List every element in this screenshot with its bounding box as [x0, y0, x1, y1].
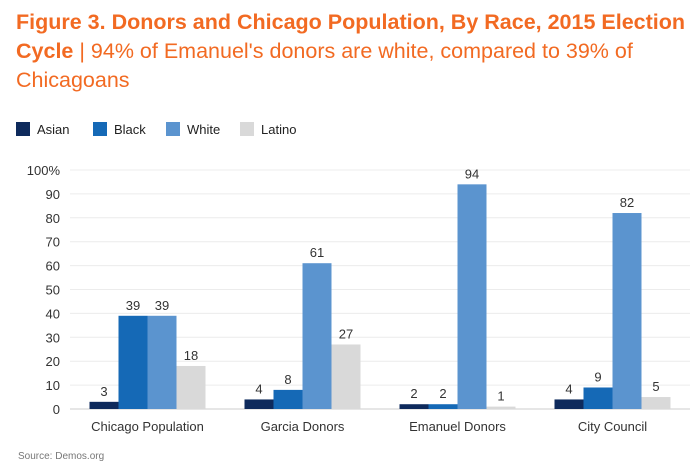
bar-white: [302, 263, 332, 409]
data-label: 61: [310, 245, 324, 260]
bar-latino: [331, 344, 361, 409]
bar-black: [428, 404, 458, 409]
data-label: 4: [255, 381, 262, 396]
bar-white: [457, 184, 487, 409]
legend-item-asian: Asian: [16, 121, 70, 139]
bar-black: [118, 315, 148, 409]
legend-item-black: Black: [93, 121, 146, 139]
data-label: 5: [652, 379, 659, 394]
x-tick-label: Garcia Donors: [261, 419, 345, 434]
data-label: 4: [565, 381, 572, 396]
y-tick-label: 20: [46, 354, 60, 369]
data-label: 2: [439, 386, 446, 401]
bar-latino: [176, 365, 206, 409]
y-tick-label: 100%: [27, 163, 61, 178]
bar-latino: [641, 397, 671, 409]
y-tick-label: 30: [46, 330, 60, 345]
data-label: 39: [155, 298, 169, 313]
y-tick-label: 80: [46, 211, 60, 226]
legend-item-latino: Latino: [240, 121, 296, 139]
legend-swatch-asian: [16, 122, 30, 136]
data-label: 27: [339, 326, 353, 341]
y-tick-label: 40: [46, 306, 60, 321]
data-label: 3: [100, 384, 107, 399]
y-tick-label: 70: [46, 235, 60, 250]
data-label: 82: [620, 195, 634, 210]
data-label: 94: [465, 166, 479, 181]
bar-asian: [244, 399, 274, 409]
legend-label-asian: Asian: [37, 122, 70, 137]
legend-swatch-latino: [240, 122, 254, 136]
y-tick-label: 0: [53, 402, 60, 417]
data-label: 9: [594, 369, 601, 384]
y-tick-label: 50: [46, 283, 60, 298]
data-label: 8: [284, 372, 291, 387]
legend-swatch-black: [93, 122, 107, 136]
bar-black: [273, 389, 303, 409]
title-separator: |: [73, 39, 91, 63]
bar-asian: [399, 404, 429, 409]
x-axis-ticks: Chicago Population Garcia Donors Emanuel D…: [91, 419, 647, 434]
source-note: Source: Demos.org: [18, 451, 105, 462]
bar-asian: [554, 399, 584, 409]
y-tick-label: 60: [46, 259, 60, 274]
bar-asian: [89, 401, 119, 409]
data-labels: 3 39 39 18 4 8 61 27 2 2 94 1 4 9 82 5: [100, 166, 659, 403]
bar-white: [147, 315, 177, 409]
title-subtitle: 94% of Emanuel's donors are white, compa…: [16, 39, 633, 92]
y-tick-label: 90: [46, 187, 60, 202]
bar-black: [583, 387, 613, 409]
x-tick-label: City Council: [578, 419, 647, 434]
data-label: 1: [497, 389, 504, 404]
data-label: 2: [410, 386, 417, 401]
x-tick-label: Chicago Population: [91, 419, 204, 434]
bars: [89, 184, 671, 409]
y-axis-ticks: 0 10 20 30 40 50 60 70 80 90 100%: [27, 163, 61, 417]
legend-label-white: White: [187, 122, 221, 137]
legend-label-black: Black: [114, 122, 146, 137]
x-tick-label: Emanuel Donors: [409, 419, 506, 434]
data-label: 18: [184, 348, 198, 363]
chart-title: Figure 3. Donors and Chicago Population,…: [16, 8, 692, 95]
bar-white: [612, 213, 642, 409]
data-label: 39: [126, 298, 140, 313]
legend-item-white: White: [166, 121, 220, 139]
legend-swatch-white: [166, 122, 180, 136]
legend-label-latino: Latino: [261, 122, 297, 137]
y-tick-label: 10: [46, 378, 60, 393]
bar-latino: [486, 406, 516, 409]
title-bold: Figure 3. Donors and Chicago Population,…: [16, 10, 686, 63]
